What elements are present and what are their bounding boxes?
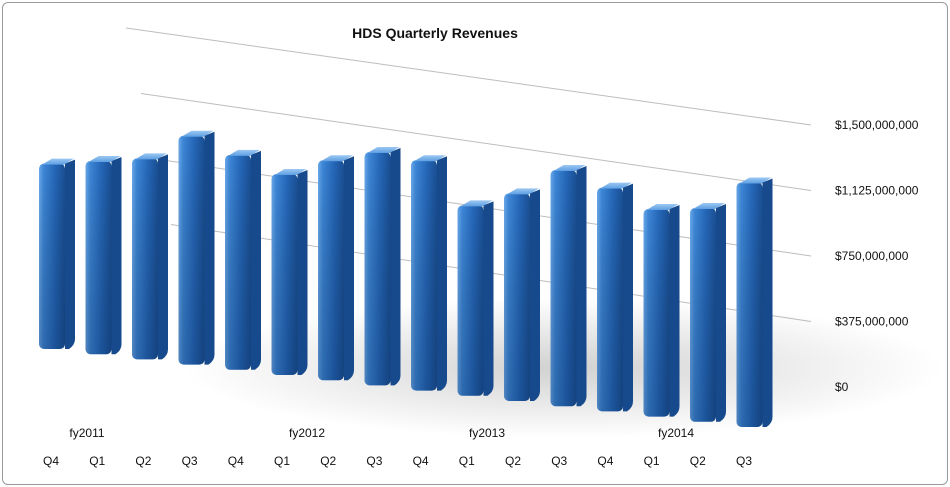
bar-top: [135, 153, 167, 160]
x-tick-label: Q3: [736, 454, 752, 468]
bar-shade: [225, 154, 251, 370]
x-tick-label: Q2: [135, 454, 151, 468]
bar: [643, 204, 680, 417]
bar-side: [576, 166, 587, 407]
bar-shade: [690, 207, 716, 422]
bar: [597, 182, 633, 412]
group-label: fy2013: [469, 426, 505, 440]
bar-shade: [39, 163, 65, 349]
bar: [85, 156, 122, 355]
bar-side: [390, 147, 401, 386]
bar: [225, 149, 261, 370]
bar-top: [600, 182, 632, 189]
bar-top: [646, 204, 679, 211]
bar-shade: [643, 209, 670, 417]
bar: [504, 188, 540, 401]
bar: [364, 146, 401, 386]
bar: [39, 158, 75, 349]
bar-shade: [271, 174, 298, 375]
bar: [690, 202, 726, 422]
x-tick-label: Q1: [459, 454, 475, 468]
bar-top: [414, 155, 446, 162]
bar-top: [693, 202, 725, 209]
chart-title: HDS Quarterly Revenues: [352, 25, 518, 41]
bar-top: [274, 169, 307, 176]
x-tick-label: Q4: [43, 454, 59, 468]
bar-side: [669, 205, 680, 417]
bar-side: [111, 157, 122, 355]
bar-side: [623, 183, 633, 412]
x-tick-label: Q3: [551, 454, 567, 468]
bar-side: [65, 159, 75, 349]
bar: [271, 169, 308, 375]
bar-shade: [597, 187, 623, 412]
bar-side: [716, 203, 726, 422]
bar-shade: [178, 135, 205, 365]
bar-shade: [504, 193, 530, 401]
bar-side: [344, 156, 354, 381]
bar-shade: [318, 160, 344, 381]
bar: [457, 200, 494, 396]
bar-top: [507, 188, 539, 195]
bar-side: [297, 170, 308, 375]
group-label: fy2012: [289, 426, 325, 440]
bar-side: [437, 156, 447, 391]
y-tick-label: $375,000,000: [835, 315, 909, 329]
group-label: fy2011: [69, 426, 104, 440]
bar-top: [181, 130, 214, 137]
y-tick-label: $1,125,000,000: [835, 184, 919, 198]
bar-side: [204, 131, 215, 365]
x-tick-label: Q1: [274, 454, 290, 468]
bar: [736, 177, 773, 427]
bar-shade: [736, 182, 763, 427]
bar-side: [251, 150, 261, 370]
bar-shade: [85, 161, 112, 355]
bar: [178, 130, 215, 365]
bar-shade: [457, 205, 484, 396]
bar-top: [460, 200, 493, 207]
group-label: fy2014: [658, 426, 694, 440]
x-tick-label: Q3: [182, 454, 198, 468]
gridline: [125, 27, 812, 126]
bar: [411, 155, 447, 391]
bar-side: [483, 201, 494, 396]
x-tick-label: Q2: [320, 454, 336, 468]
bar-top: [321, 155, 353, 162]
y-tick-label: $1,500,000,000: [835, 118, 919, 132]
x-tick-label: Q1: [89, 454, 105, 468]
bar-shade: [132, 158, 158, 360]
x-tick-label: Q2: [505, 454, 521, 468]
x-tick-label: Q4: [413, 454, 429, 468]
bar-side: [158, 154, 168, 360]
x-tick-label: Q1: [644, 454, 660, 468]
bar: [550, 165, 587, 407]
bar-top: [88, 156, 121, 163]
y-tick-label: $0: [835, 380, 849, 394]
bar: [132, 153, 168, 360]
bar-top: [228, 149, 260, 156]
bar-side: [530, 189, 540, 401]
y-tick-label: $750,000,000: [835, 249, 909, 263]
x-tick-label: Q4: [597, 454, 613, 468]
chart-plot: $0 $375,000,000 $750,000,000 $1,125,000,000…: [39, 27, 943, 468]
bar-side: [762, 178, 773, 427]
bar-top: [553, 165, 586, 172]
bar-shade: [364, 151, 391, 386]
x-tick-label: Q4: [228, 454, 244, 468]
x-tick-label: Q2: [690, 454, 706, 468]
bar-shade: [550, 170, 577, 407]
gridline: [140, 93, 812, 191]
bar-top: [42, 158, 74, 165]
bar-shade: [411, 160, 437, 391]
x-tick-label: Q3: [366, 454, 382, 468]
bar-top: [739, 177, 772, 184]
bar-top: [367, 146, 400, 153]
bar: [318, 155, 354, 381]
